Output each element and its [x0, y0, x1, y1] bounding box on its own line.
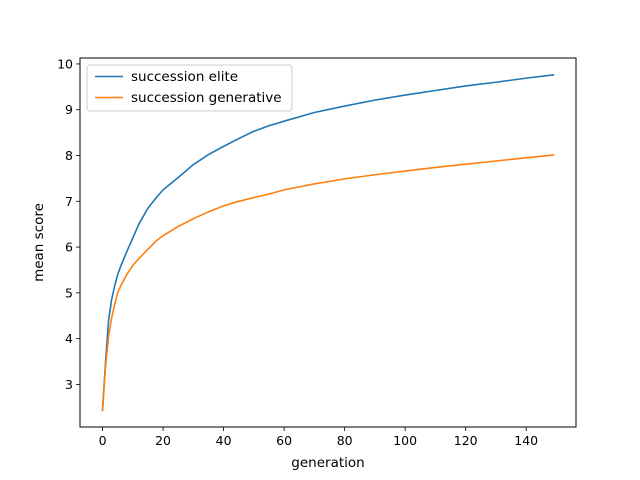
y-tick-label-8: 8 [65, 148, 73, 163]
x-tick-label-0: 0 [99, 433, 107, 448]
x-tick-label-20: 20 [155, 433, 171, 448]
plot-lines [101, 74, 555, 412]
x-axis-ticks: 0 20 40 60 80 100 120 140 [99, 427, 538, 448]
y-tick-label-7: 7 [65, 194, 73, 209]
legend: succession elite succession generative [86, 64, 293, 112]
x-tick-label-80: 80 [337, 433, 353, 448]
y-axis-label: mean score [31, 203, 47, 282]
legend-label-succession-elite: succession elite [131, 69, 238, 85]
x-tick-label-40: 40 [216, 433, 232, 448]
x-tick-label-120: 120 [454, 433, 478, 448]
y-tick-label-3: 3 [65, 377, 73, 392]
y-axis-ticks: 3 4 5 6 7 8 9 10 [57, 56, 80, 392]
y-tick-label-9: 9 [65, 102, 73, 117]
x-tick-label-100: 100 [393, 433, 417, 448]
legend-label-succession-generative: succession generative [131, 90, 282, 106]
y-tick-label-10: 10 [57, 56, 73, 71]
y-tick-label-6: 6 [65, 240, 73, 255]
x-axis-label: generation [291, 455, 364, 471]
plot-frame [79, 57, 577, 428]
legend-box [86, 64, 293, 112]
x-tick-label-140: 140 [514, 433, 538, 448]
series-line-succession-generative [101, 154, 555, 412]
y-tick-label-5: 5 [65, 285, 73, 300]
y-tick-label-4: 4 [65, 331, 73, 346]
series-line-succession-elite [101, 74, 555, 411]
x-tick-label-60: 60 [276, 433, 292, 448]
